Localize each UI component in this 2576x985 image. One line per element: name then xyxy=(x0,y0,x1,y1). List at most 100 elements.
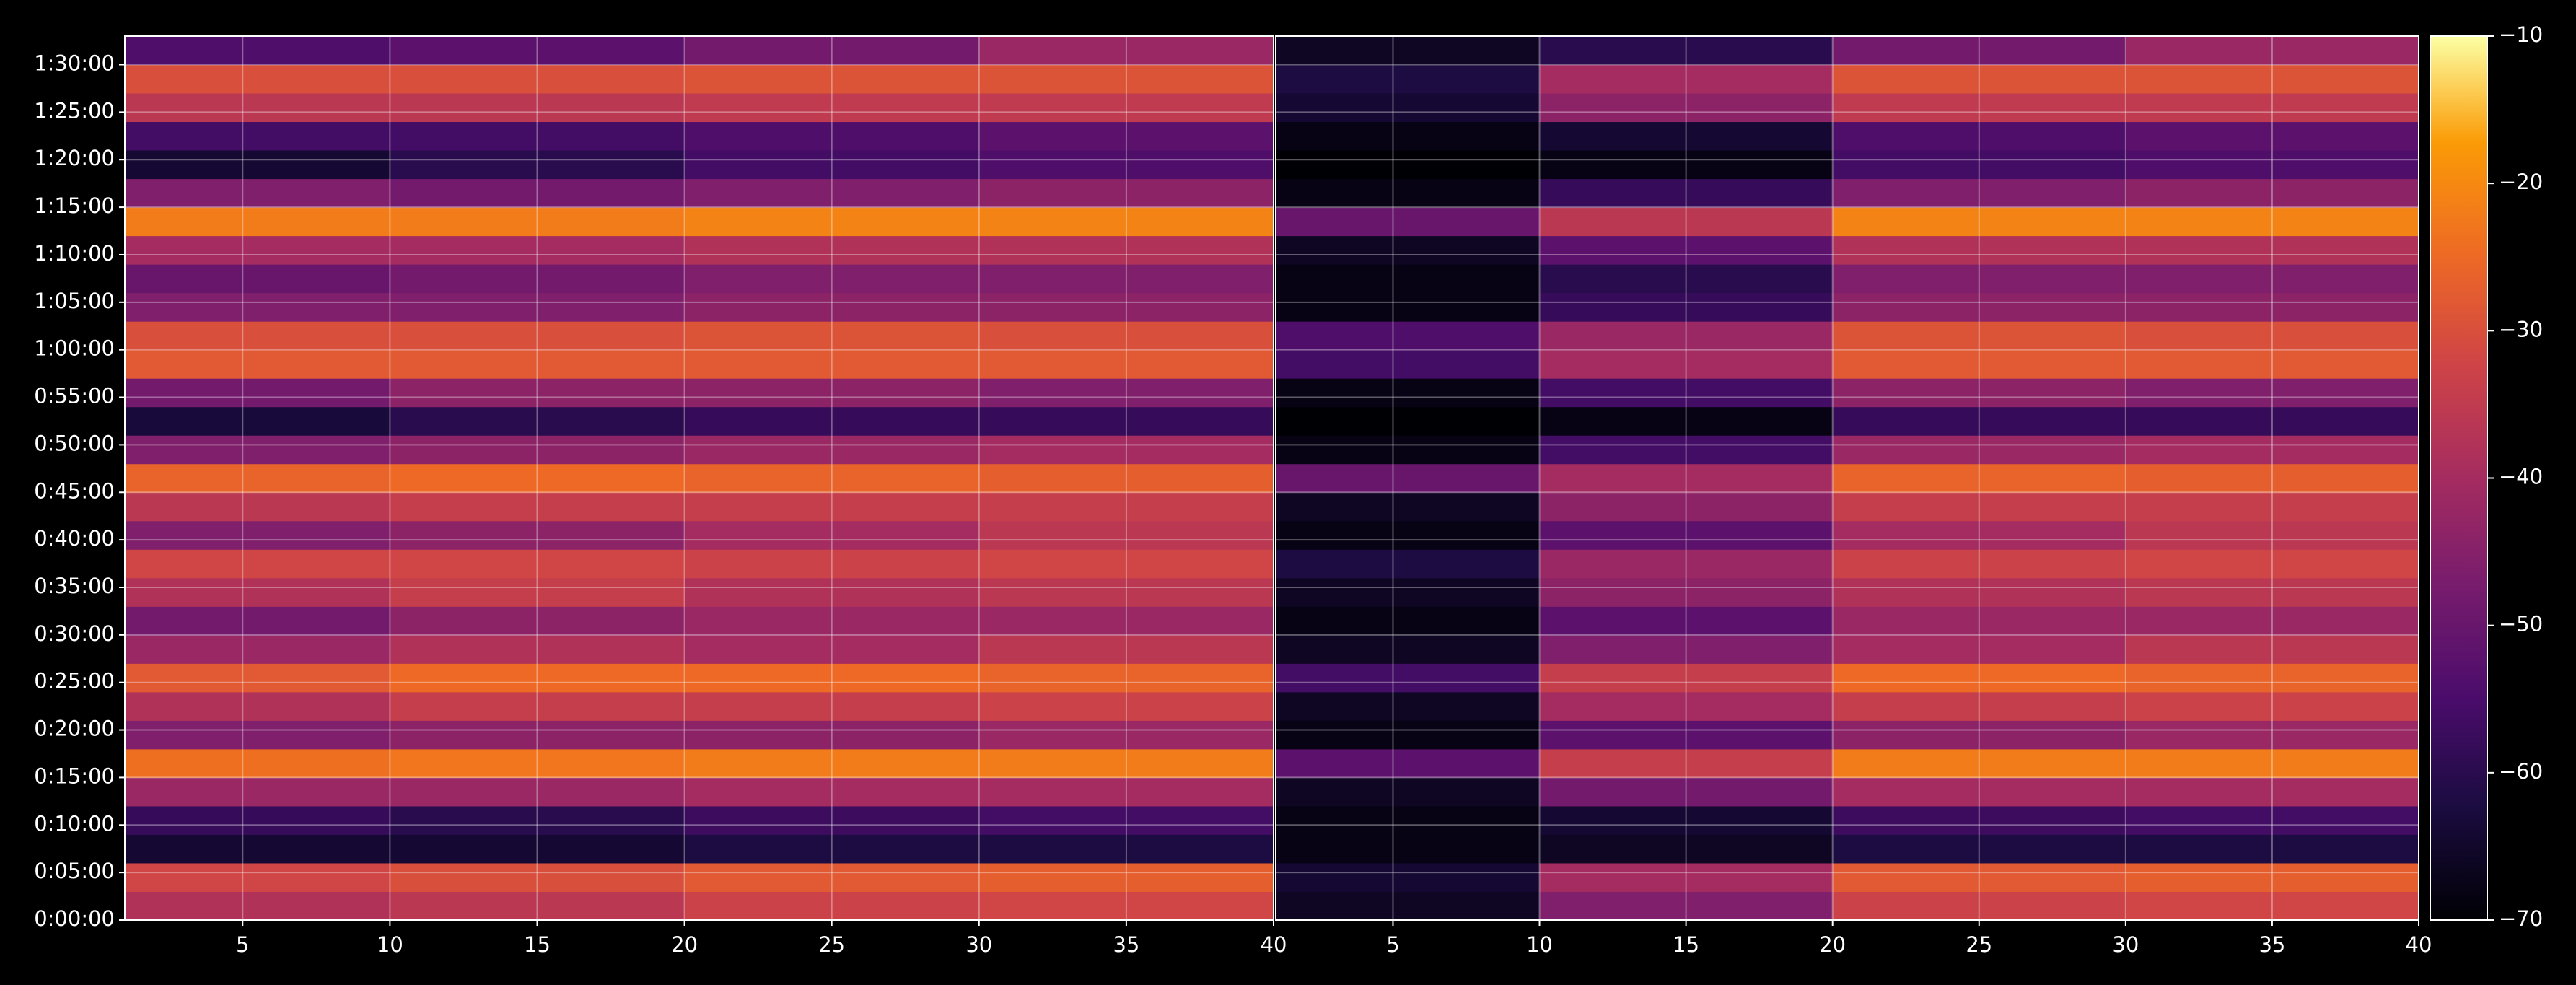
heatmap-cell xyxy=(1832,264,2126,294)
y-tick-label: 0:40:00 xyxy=(34,526,115,551)
heatmap-cell xyxy=(1276,435,1541,465)
heatmap-cell xyxy=(1832,178,2126,208)
heatmap-cell xyxy=(1832,321,2126,351)
heatmap-cell xyxy=(1276,349,1541,379)
heatmap-cell xyxy=(2125,235,2419,265)
heatmap-cell xyxy=(1539,463,1834,493)
heatmap-cell xyxy=(125,891,390,921)
y-tick-label: 0:10:00 xyxy=(34,811,115,836)
heatmap-cell xyxy=(684,207,980,237)
heatmap-cell xyxy=(390,520,685,550)
heatmap-cell xyxy=(1539,492,1834,522)
heatmap-cell xyxy=(1832,435,2126,465)
heatmap-cell xyxy=(125,720,390,750)
heatmap-cell xyxy=(978,64,1274,94)
heatmap-cell xyxy=(978,321,1274,351)
heatmap-cell xyxy=(2125,121,2419,151)
heatmap-cell xyxy=(684,406,980,436)
heatmap-cell xyxy=(978,93,1274,123)
heatmap-cell xyxy=(978,207,1274,237)
y-tick-label: 1:05:00 xyxy=(34,289,115,313)
x-tick-label: 25 xyxy=(818,932,845,957)
heatmap-cell xyxy=(684,634,980,664)
heatmap-cell xyxy=(390,406,685,436)
heatmap-cell xyxy=(125,691,390,721)
heatmap-cell xyxy=(125,349,390,379)
y-tick-label: 1:30:00 xyxy=(34,51,115,76)
heatmap-cell xyxy=(125,121,390,151)
heatmap-cell xyxy=(978,406,1274,436)
heatmap-cell xyxy=(1276,150,1541,180)
heatmap-cell xyxy=(1539,406,1834,436)
heatmap-cell xyxy=(1832,406,2126,436)
heatmap-cell xyxy=(1832,720,2126,750)
heatmap-cell xyxy=(390,178,685,208)
heatmap-cell xyxy=(390,777,685,807)
heatmap-cell xyxy=(1539,549,1834,579)
heatmap-cell xyxy=(1539,64,1834,94)
heatmap-cell xyxy=(978,378,1274,408)
heatmap-cell xyxy=(978,891,1274,921)
heatmap-cell xyxy=(1276,292,1541,322)
heatmap-cell xyxy=(390,321,685,351)
heatmap-cell xyxy=(125,748,390,778)
heatmap-cell xyxy=(1832,520,2126,550)
heatmap-cell xyxy=(978,634,1274,664)
heatmap-cell xyxy=(390,492,685,522)
heatmap-cell xyxy=(1276,577,1541,607)
heatmap-cell xyxy=(978,748,1274,778)
y-tick-label: 0:05:00 xyxy=(34,859,115,883)
heatmap-cell xyxy=(390,435,685,465)
heatmap-cell xyxy=(390,349,685,379)
colorbar-tick-label: −30 xyxy=(2499,317,2543,341)
y-tick-label: 1:00:00 xyxy=(34,336,115,361)
heatmap-cell xyxy=(978,577,1274,607)
x-tick-label: 5 xyxy=(1386,932,1399,957)
heatmap-cell xyxy=(2125,492,2419,522)
heatmap-cell xyxy=(1539,634,1834,664)
heatmap-cell xyxy=(684,748,980,778)
heatmap-cell xyxy=(2125,150,2419,180)
heatmap-cell xyxy=(684,577,980,607)
heatmap-cell xyxy=(390,891,685,921)
heatmap-cell xyxy=(2125,378,2419,408)
heatmap-cell xyxy=(125,463,390,493)
heatmap-cell xyxy=(2125,292,2419,322)
heatmap-cell xyxy=(1276,634,1541,664)
heatmap-cell xyxy=(684,891,980,921)
heatmap-cell xyxy=(1832,549,2126,579)
y-tick-label: 0:20:00 xyxy=(34,717,115,741)
heatmap-cell xyxy=(390,748,685,778)
heatmap-cell xyxy=(390,150,685,180)
heatmap-cell xyxy=(1276,64,1541,94)
heatmap-cell xyxy=(125,292,390,322)
heatmap-cell xyxy=(684,292,980,322)
colorbar-tick-label: −70 xyxy=(2499,906,2543,931)
heatmap-cell xyxy=(125,663,390,693)
heatmap-cell xyxy=(125,862,390,892)
heatmap-cell xyxy=(1276,520,1541,550)
heatmap-cell xyxy=(125,378,390,408)
heatmap-cell xyxy=(2125,36,2419,66)
heatmap-cell xyxy=(1276,121,1541,151)
y-tick-label: 1:20:00 xyxy=(34,146,115,170)
heatmap-cell xyxy=(978,720,1274,750)
heatmap-cell xyxy=(1539,292,1834,322)
heatmap-cell xyxy=(390,36,685,66)
heatmap-cell xyxy=(390,264,685,294)
heatmap-cell xyxy=(125,834,390,864)
heatmap-cell xyxy=(390,720,685,750)
heatmap-cell xyxy=(2125,435,2419,465)
heatmap-cell xyxy=(1276,834,1541,864)
heatmap-cell xyxy=(978,36,1274,66)
x-tick-label: 30 xyxy=(2112,932,2139,957)
heatmap-cell xyxy=(1276,663,1541,693)
heatmap-cell xyxy=(1539,862,1834,892)
heatmap-cell xyxy=(978,235,1274,265)
heatmap-cell xyxy=(1539,748,1834,778)
axes-frame xyxy=(124,35,1274,921)
x-tick-label: 40 xyxy=(1261,932,1287,957)
heatmap-cell xyxy=(2125,834,2419,864)
heatmap-cell xyxy=(1276,207,1541,237)
heatmap-cell xyxy=(390,805,685,835)
